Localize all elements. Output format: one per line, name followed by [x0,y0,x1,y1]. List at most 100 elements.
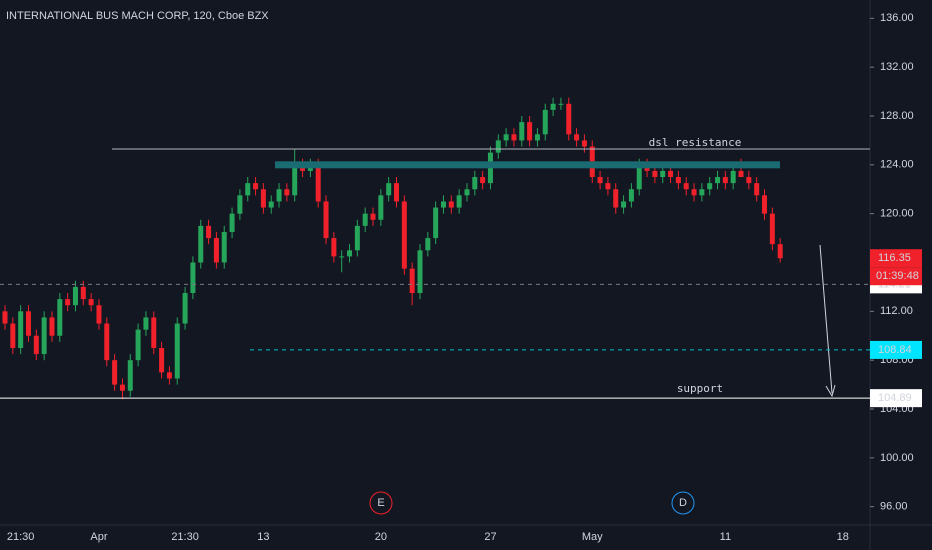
candle-body [503,134,509,141]
candle-body [425,238,431,251]
candle-body [394,183,399,202]
zone-band [275,161,780,169]
candle-body [41,317,47,355]
candle-body [762,195,768,214]
event-label: D [679,497,687,509]
candle-body [284,189,290,196]
candle-body [57,299,63,336]
candle-body [707,183,713,190]
candle-body [198,225,204,263]
candle-body [166,372,172,379]
candle-body [581,140,587,147]
candle-body [746,177,752,184]
countdown: 01:39:48 [876,270,919,282]
candle-body [378,195,384,220]
candle-body [683,183,689,190]
candle-body [675,177,681,184]
resistance-label: dsl resistance [649,136,742,149]
candle-body [417,250,423,294]
candle-body [354,225,360,251]
y-tick-label: 136.00 [880,12,914,24]
candle-body [229,213,235,232]
candle-body [182,293,188,324]
candle-body [722,177,728,184]
candle-body [112,360,118,385]
candle-body [456,195,462,208]
candle-body [253,183,259,190]
candle-body [566,103,572,135]
candle-body [574,134,580,141]
candle-body [668,170,674,178]
candle-body [754,183,760,196]
chart-title: INTERNATIONAL BUS MACH CORP, 120, Cboe B… [6,10,269,22]
y-tick-label: 120.00 [880,208,914,220]
candle-body [268,201,274,208]
candle-body [119,384,125,391]
x-tick-label: Apr [90,531,107,543]
candle-body [49,317,55,336]
candle-body [159,347,165,373]
arrow [819,244,833,394]
candle-body [25,311,31,336]
candle-body [542,109,548,135]
x-tick-label: 20 [375,531,387,543]
candle-body [245,183,251,196]
y-tick-label: 100.00 [880,452,914,464]
candle-body [480,177,486,184]
candle-body [96,305,102,324]
candle-body [636,164,642,190]
candle-body [331,238,337,257]
candle-body [440,201,446,208]
candle-body [738,170,744,178]
y-tick-label: 128.00 [880,110,914,122]
candle-body [2,311,8,324]
candle-body [276,189,282,202]
candle-body [80,286,86,300]
last-price-box [870,249,922,268]
candle-body [315,164,321,202]
candle-body [527,122,533,141]
candle-body [660,170,666,178]
candle-body [433,207,439,239]
candle-body [174,323,180,379]
arrow-head [825,384,836,398]
candle-body [495,140,501,153]
candle-body [339,256,345,258]
candle-body [628,189,634,202]
y-tick-label: 112.00 [880,305,913,317]
candle-body [292,164,298,196]
candle-body [777,244,783,259]
y-tick-label: 132.00 [880,61,914,73]
candle-body [597,177,603,184]
candle-body [206,225,212,239]
x-tick-label: 18 [837,531,849,543]
candle-body [221,231,227,263]
candle-body [769,213,775,245]
x-tick-label: 21:30 [7,531,35,543]
candle-body [347,250,353,257]
candle-body [652,170,658,178]
level-price: 104.89 [878,392,912,404]
y-tick-label: 124.00 [880,159,914,171]
level-label: support [677,382,723,395]
candle-body [65,299,71,306]
candle-body [104,323,110,361]
candle-body [190,262,196,294]
candle-body [621,201,627,208]
candle-body [135,329,141,361]
level-price-box [870,389,922,408]
candle-body [88,299,94,306]
countdown-box [870,267,922,286]
candle-body [448,201,454,208]
candle-body [72,286,78,306]
candle-body [401,201,407,269]
event-label: E [377,497,384,509]
candle-body [464,189,470,196]
level-price-box [870,340,922,359]
candle-body [127,360,133,391]
x-tick-label: 13 [257,531,269,543]
last-price: 116.35 [878,252,911,264]
level-price: 108.84 [878,344,912,356]
x-tick-label: 27 [484,531,496,543]
candle-body [550,103,556,110]
